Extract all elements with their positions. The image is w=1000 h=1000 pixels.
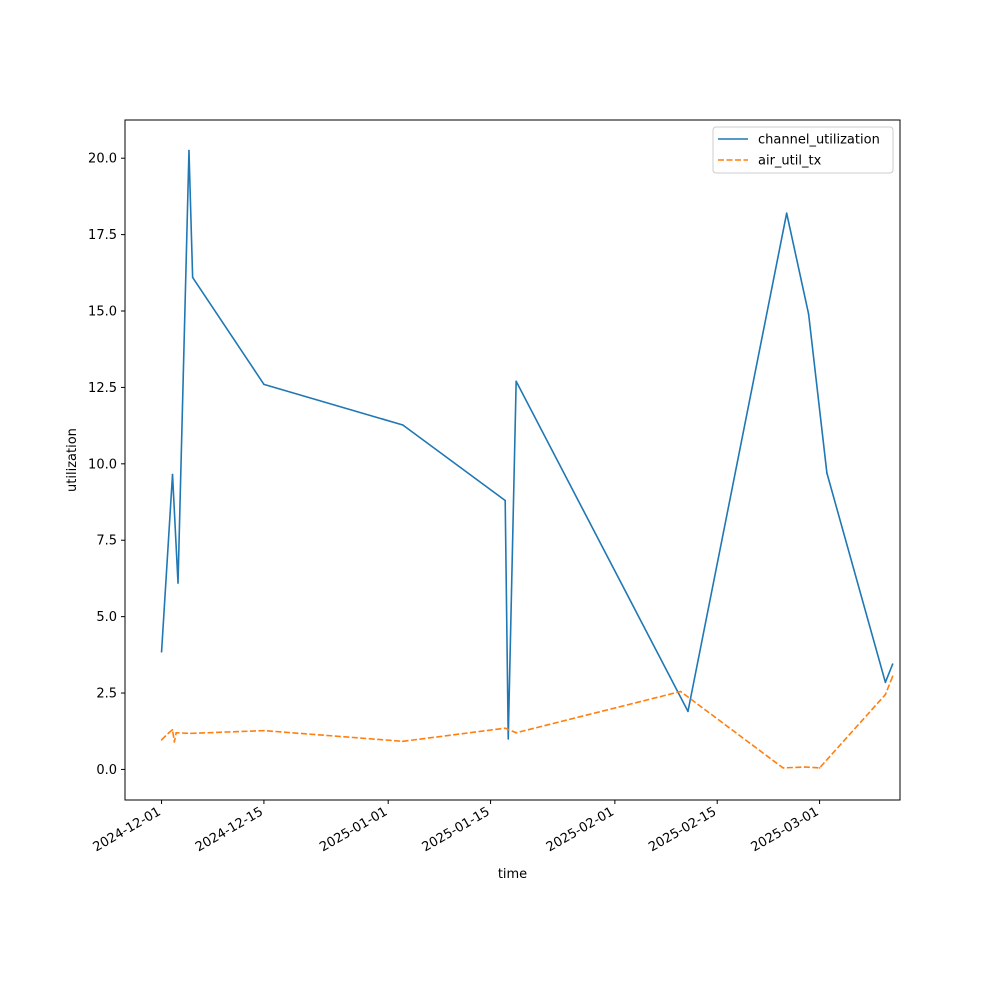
data-point-air-util-tx (171, 728, 174, 731)
y-tick-label: 2.5 (96, 687, 117, 702)
data-point-channel-utilization (177, 582, 179, 584)
legend: channel_utilization air_util_tx (712, 126, 894, 174)
data-point-channel-utilization (171, 473, 174, 476)
plot-area-frame (124, 119, 901, 801)
data-point-channel-utilization (515, 380, 517, 383)
data-point-channel-utilization (785, 212, 788, 215)
data-point-air-util-tx (515, 731, 517, 734)
data-point-channel-utilization (504, 499, 506, 502)
data-point-air-util-tx (804, 766, 806, 768)
data-point-channel-utilization (160, 650, 163, 653)
legend-label: air_util_tx (758, 154, 822, 169)
series-layer (160, 149, 894, 769)
data-point-channel-utilization (263, 383, 265, 386)
data-point-channel-utilization (191, 276, 194, 279)
data-point-air-util-tx (679, 690, 682, 693)
y-axis-ticks: 0.0 2.5 5.0 7.5 10.0 12.5 15.0 17.5 20.0 (88, 152, 125, 778)
data-point-air-util-tx (884, 693, 887, 696)
x-axis-label: time (498, 867, 527, 882)
data-point-air-util-tx (168, 731, 170, 734)
data-point-channel-utilization (826, 472, 828, 474)
data-point-air-util-tx (173, 741, 176, 743)
data-point-channel-utilization (507, 738, 510, 740)
data-point-air-util-tx (402, 740, 404, 743)
data-point-channel-utilization (891, 663, 894, 665)
data-point-air-util-tx (782, 767, 784, 769)
y-tick-label: 12.5 (88, 381, 117, 396)
y-tick-label: 5.0 (96, 610, 117, 625)
data-point-air-util-tx (504, 727, 506, 729)
y-tick-label: 10.0 (88, 457, 117, 472)
data-point-air-util-tx (891, 675, 894, 678)
data-point-channel-utilization (188, 149, 190, 152)
data-point-air-util-tx (175, 731, 177, 734)
data-point-air-util-tx (818, 767, 821, 769)
y-tick-label: 17.5 (88, 228, 117, 243)
data-point-air-util-tx (263, 729, 265, 732)
y-axis-label: utilization (65, 428, 80, 492)
data-point-air-util-tx (190, 732, 192, 735)
legend-box (712, 126, 894, 174)
data-point-channel-utilization (402, 424, 404, 426)
data-point-channel-utilization (884, 681, 887, 684)
y-tick-label: 15.0 (88, 305, 117, 320)
data-point-channel-utilization (807, 313, 810, 315)
y-tick-label: 20.0 (88, 152, 117, 167)
y-tick-label: 0.0 (96, 763, 117, 778)
legend-label: channel_utilization (758, 133, 880, 148)
data-point-channel-utilization (687, 710, 689, 713)
series-line-channel-utilization (160, 149, 894, 740)
y-tick-label: 7.5 (96, 534, 117, 549)
data-point-air-util-tx (160, 738, 163, 741)
series-line-air-util-tx (161, 675, 894, 769)
